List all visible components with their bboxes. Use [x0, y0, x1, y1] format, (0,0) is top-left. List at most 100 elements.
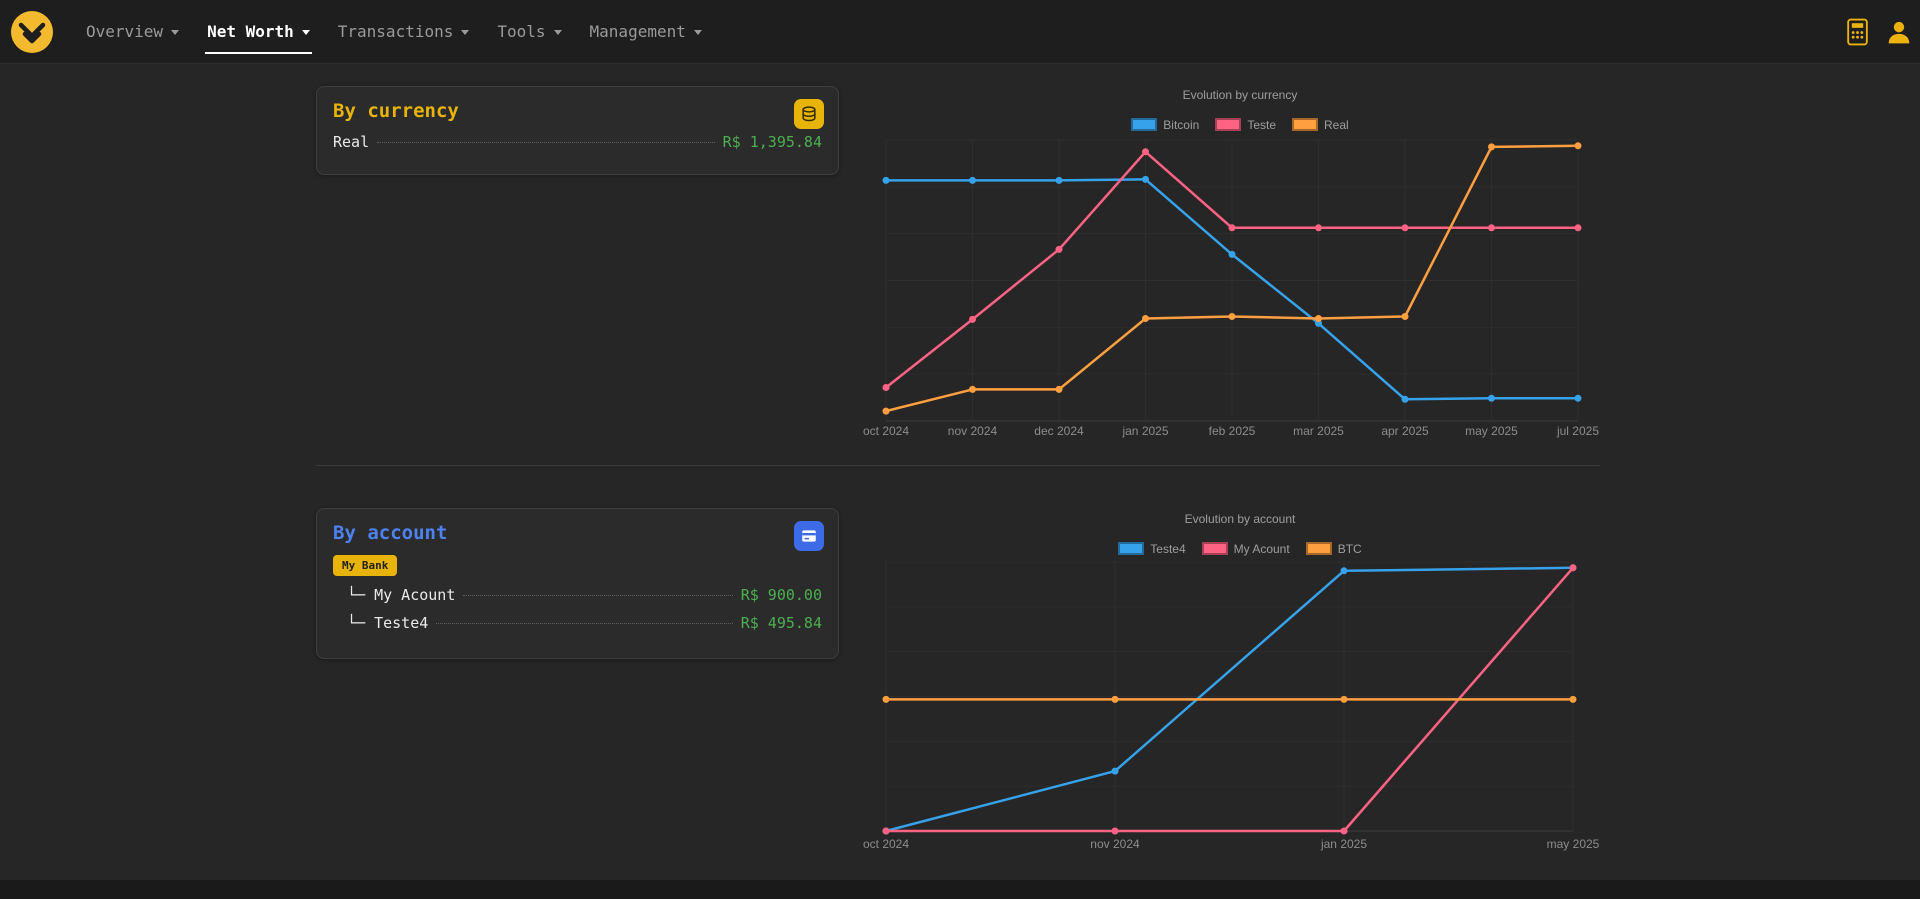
legend-item[interactable]: Teste4	[1118, 541, 1186, 556]
legend-swatch	[1292, 118, 1319, 131]
by-currency-card: By currency Real R$ 1,395.84	[316, 86, 839, 175]
legend-item[interactable]: Bitcoin	[1131, 118, 1199, 132]
account-row: └─ Teste4 R$ 495.84	[333, 614, 822, 632]
legend-item[interactable]: My Acount	[1201, 541, 1290, 556]
chevron-down-icon	[171, 30, 180, 35]
top-navbar: Overview Net Worth Transactions Tools Ma…	[0, 0, 1920, 64]
navbar-actions	[1845, 18, 1920, 46]
legend-swatch	[1131, 118, 1158, 131]
data-point	[1574, 394, 1582, 402]
chart-title: Evolution by currency	[1182, 88, 1298, 102]
data-point	[1228, 250, 1236, 258]
data-point	[1142, 175, 1149, 183]
data-point	[1315, 315, 1322, 322]
section-divider	[316, 465, 1600, 466]
legend-swatch	[1305, 542, 1332, 555]
legend-label: BTC	[1337, 541, 1362, 556]
legend-item[interactable]: BTC	[1305, 541, 1362, 556]
legend-item[interactable]: Real	[1292, 118, 1349, 132]
data-point	[1574, 224, 1582, 232]
chart-title: Evolution by account	[1184, 512, 1296, 526]
data-point	[882, 407, 890, 415]
app-logo-icon[interactable]	[10, 10, 54, 54]
data-point	[1569, 695, 1577, 703]
nav-item-label: Net Worth	[207, 22, 294, 41]
legend-swatch	[1118, 542, 1145, 555]
series-line	[885, 566, 1574, 833]
nav-item-tools[interactable]: Tools	[483, 0, 575, 63]
bank-card-icon[interactable]	[794, 521, 824, 551]
data-point	[1228, 313, 1236, 320]
dotted-leader	[463, 595, 733, 596]
evolution-by-account-chart: Evolution by account Teste4 My Acount BTC …	[863, 512, 1604, 860]
by-account-card: By account My Bank └─ My Acount R$ 900.0…	[316, 508, 839, 659]
data-point	[1340, 695, 1348, 703]
legend-item[interactable]: Teste	[1215, 118, 1276, 132]
data-point	[1488, 143, 1495, 151]
data-point	[1315, 224, 1322, 232]
user-icon[interactable]	[1886, 19, 1912, 45]
data-point	[969, 315, 976, 323]
nav-item-transactions[interactable]: Transactions	[324, 0, 484, 63]
data-point	[1340, 567, 1348, 575]
legend-label: Teste4	[1150, 541, 1186, 556]
x-tick-label: may 2025	[1547, 837, 1600, 851]
data-point	[1569, 564, 1577, 572]
coins-icon[interactable]	[794, 99, 824, 129]
data-point	[882, 695, 890, 703]
x-tick-label: jul 2025	[1556, 424, 1599, 438]
data-point	[1055, 385, 1063, 393]
legend-label: Bitcoin	[1163, 117, 1200, 132]
chevron-down-icon	[693, 30, 702, 35]
data-point	[1315, 319, 1322, 327]
x-tick-label: nov 2024	[1090, 837, 1140, 851]
chevron-down-icon	[553, 30, 562, 35]
bank-group-badge[interactable]: My Bank	[333, 555, 398, 576]
data-point	[1055, 176, 1063, 184]
account-label: └─ Teste4	[347, 614, 429, 632]
dotted-leader	[377, 142, 715, 143]
main-nav: Overview Net Worth Transactions Tools Ma…	[72, 0, 716, 63]
x-tick-label: may 2025	[1465, 424, 1518, 438]
nav-item-overview[interactable]: Overview	[72, 0, 193, 63]
x-tick-label: nov 2024	[948, 424, 998, 438]
x-tick-label: oct 2024	[863, 424, 909, 438]
bottom-strip	[0, 880, 1920, 899]
x-tick-label: feb 2025	[1209, 424, 1256, 438]
data-point	[1340, 827, 1348, 835]
data-point	[1488, 394, 1495, 402]
by-account-title: By account	[333, 522, 448, 544]
account-value: R$ 495.84	[740, 614, 822, 632]
nav-item-net-worth[interactable]: Net Worth	[193, 0, 324, 63]
currency-line-plot[interactable]: oct 2024 nov 2024 dec 2024 jan 2025 feb 2025…	[863, 136, 1604, 442]
nav-item-label: Tools	[497, 22, 546, 41]
account-line-plot[interactable]: oct 2024 nov 2024 jan 2025 may 2025	[863, 560, 1604, 860]
legend-label: My Acount	[1233, 541, 1290, 556]
data-point	[969, 176, 976, 184]
x-tick-label: oct 2024	[863, 837, 909, 851]
dotted-leader	[436, 623, 733, 624]
data-point	[1111, 767, 1119, 775]
data-point	[969, 385, 976, 393]
chevron-down-icon	[461, 30, 470, 35]
currency-value: R$ 1,395.84	[722, 133, 822, 151]
x-tick-label: dec 2024	[1034, 424, 1084, 438]
data-point	[882, 176, 890, 184]
data-point	[1401, 395, 1409, 403]
calculator-icon[interactable]	[1845, 18, 1870, 46]
chart-legend: Teste4 My Acount BTC	[876, 541, 1604, 556]
data-point	[1488, 224, 1495, 232]
x-tick-label: jan 2025	[1320, 837, 1367, 851]
x-tick-label: apr 2025	[1381, 424, 1429, 438]
account-label: └─ My Acount	[347, 586, 456, 604]
data-point	[1111, 695, 1119, 703]
nav-item-management[interactable]: Management	[576, 0, 716, 63]
legend-swatch	[1215, 118, 1242, 131]
data-point	[1228, 224, 1236, 232]
x-tick-label: jan 2025	[1121, 424, 1168, 438]
currency-label: Real	[333, 133, 370, 151]
data-point	[882, 827, 890, 835]
account-value: R$ 900.00	[740, 586, 822, 604]
account-row: └─ My Acount R$ 900.00	[333, 586, 822, 604]
nav-item-label: Overview	[86, 22, 164, 41]
